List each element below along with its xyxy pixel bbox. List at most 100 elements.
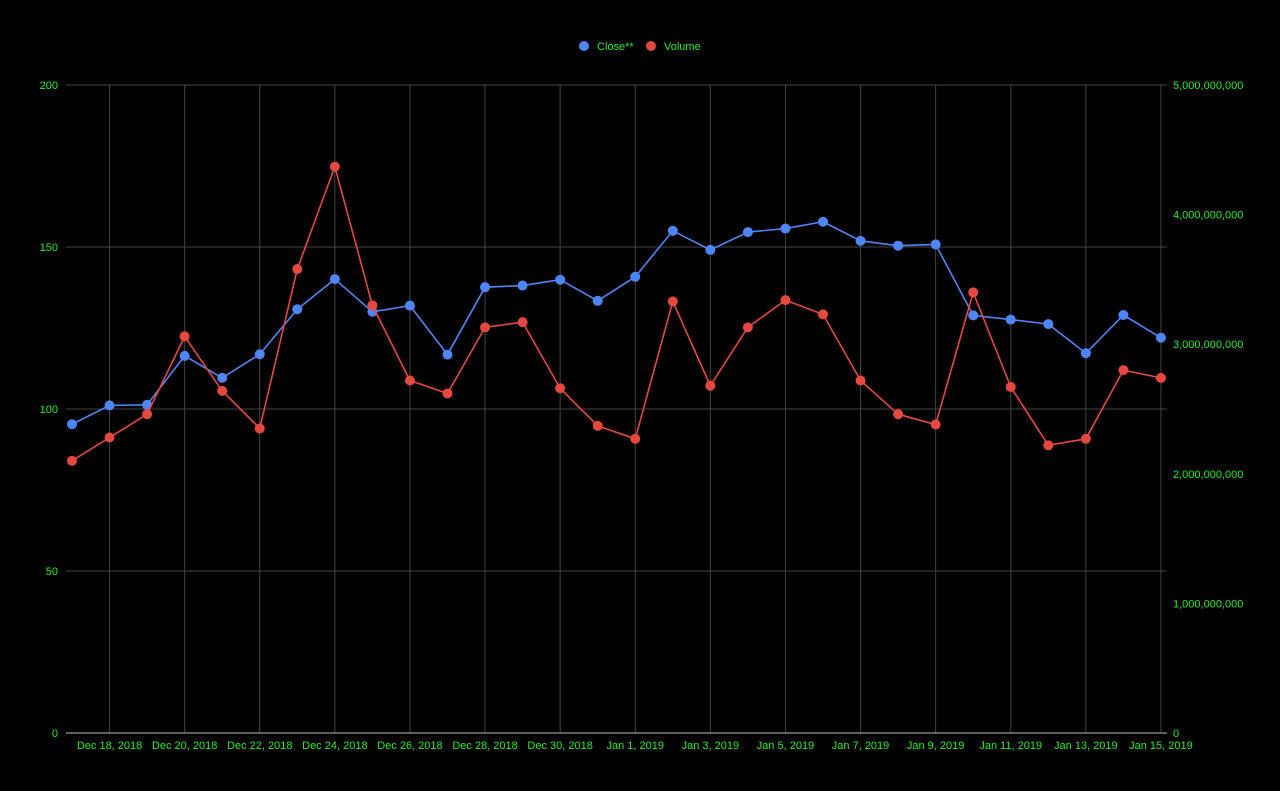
series [67,161,1166,466]
data-point[interactable] [818,216,828,227]
data-point[interactable] [104,400,115,411]
data-point[interactable] [968,310,979,321]
y-right-tick-label: 2,000,000,000 [1173,469,1243,481]
data-point[interactable] [179,331,190,342]
data-point[interactable] [1155,372,1166,383]
data-point[interactable] [1043,440,1054,451]
data-point[interactable] [780,295,791,306]
data-point[interactable] [1080,348,1091,359]
data-point[interactable] [968,287,979,298]
series-line [71,165,1162,462]
data-point[interactable] [442,349,453,360]
data-point[interactable] [630,271,641,282]
data-point[interactable] [780,223,791,234]
x-tick-label: Jan 1, 2019 [607,740,665,752]
data-point[interactable] [1080,433,1091,444]
y-left-tick-label: 50 [46,566,58,578]
data-point[interactable] [329,161,340,172]
x-tick-label: Jan 15, 2019 [1129,740,1193,752]
data-point[interactable] [930,239,941,250]
data-point[interactable] [1118,310,1129,321]
x-tick-label: Dec 30, 2018 [527,740,592,752]
data-point[interactable] [855,235,866,246]
data-point[interactable] [254,349,265,360]
data-point[interactable] [742,227,753,238]
data-point[interactable] [1005,381,1016,392]
data-point[interactable] [404,375,415,386]
data-point[interactable] [818,309,828,320]
data-point[interactable] [555,274,566,285]
y-right-tick-label: 3,000,000,000 [1173,339,1243,351]
legend-marker [579,41,589,51]
data-point[interactable] [893,409,904,420]
data-point[interactable] [1118,365,1129,376]
x-tick-label: Jan 5, 2019 [757,740,815,752]
data-point[interactable] [592,295,603,306]
data-point[interactable] [104,432,115,443]
x-tick-label: Jan 11, 2019 [979,740,1042,752]
x-tick-label: Jan 9, 2019 [907,740,965,752]
legend-label: Volume [664,41,701,53]
data-point[interactable] [667,225,678,236]
x-tick-label: Jan 7, 2019 [832,740,890,752]
data-point[interactable] [292,304,303,315]
x-tick-label: Dec 18, 2018 [77,740,142,752]
data-point[interactable] [667,296,678,307]
legend-label: Close** [597,41,634,53]
data-point[interactable] [404,300,415,311]
data-point[interactable] [630,433,641,444]
x-tick-label: Dec 22, 2018 [227,740,292,752]
data-point[interactable] [217,385,228,396]
y-left-tick-label: 0 [52,728,58,740]
y-left-tick-label: 150 [40,242,58,254]
data-point[interactable] [480,322,491,333]
x-tick-label: Dec 24, 2018 [302,740,367,752]
y-left-tick-label: 100 [40,404,58,416]
x-tick-label: Jan 3, 2019 [682,740,740,752]
data-point[interactable] [1155,332,1166,343]
data-point[interactable] [329,274,340,285]
data-point[interactable] [517,280,528,291]
axes: 0 50 100 150 200 0 1,000,000,000 2,000,000,000 3… [40,80,1244,752]
data-point[interactable] [217,372,228,383]
legend-item[interactable]: Volume [646,41,701,53]
data-point[interactable] [292,264,303,275]
data-point[interactable] [480,282,491,293]
data-point[interactable] [1043,319,1054,330]
x-tick-label: Dec 28, 2018 [452,740,517,752]
data-point[interactable] [254,423,265,434]
data-point[interactable] [517,317,528,328]
data-point[interactable] [142,409,153,420]
y-right-tick-label: 1,000,000,000 [1173,598,1243,610]
data-point[interactable] [67,419,77,430]
x-tick-label: Dec 26, 2018 [377,740,442,752]
legend[interactable]: Close** Volume [579,41,701,53]
data-point[interactable] [742,322,753,333]
series-volume [67,161,1166,466]
data-point[interactable] [442,388,453,399]
data-point[interactable] [555,383,566,394]
data-point[interactable] [179,350,190,361]
data-point[interactable] [67,455,77,466]
legend-item[interactable]: Close** [579,41,634,53]
data-point[interactable] [367,300,378,311]
data-point[interactable] [705,380,716,391]
data-point[interactable] [592,420,603,431]
gridlines [66,84,1167,733]
y-right-tick-label: 4,000,000,000 [1173,210,1243,222]
x-tick-label: Dec 20, 2018 [152,740,217,752]
series-line [71,220,1162,425]
data-point[interactable] [705,244,716,255]
y-right-tick-label: 0 [1173,728,1179,740]
data-point[interactable] [930,419,941,430]
data-point[interactable] [855,375,866,386]
legend-marker [646,41,656,51]
x-tick-label: Jan 13, 2019 [1054,740,1118,752]
series-close [67,216,1166,430]
data-point[interactable] [1005,314,1016,325]
y-right-tick-label: 5,000,000,000 [1173,80,1243,92]
data-point[interactable] [893,240,904,251]
